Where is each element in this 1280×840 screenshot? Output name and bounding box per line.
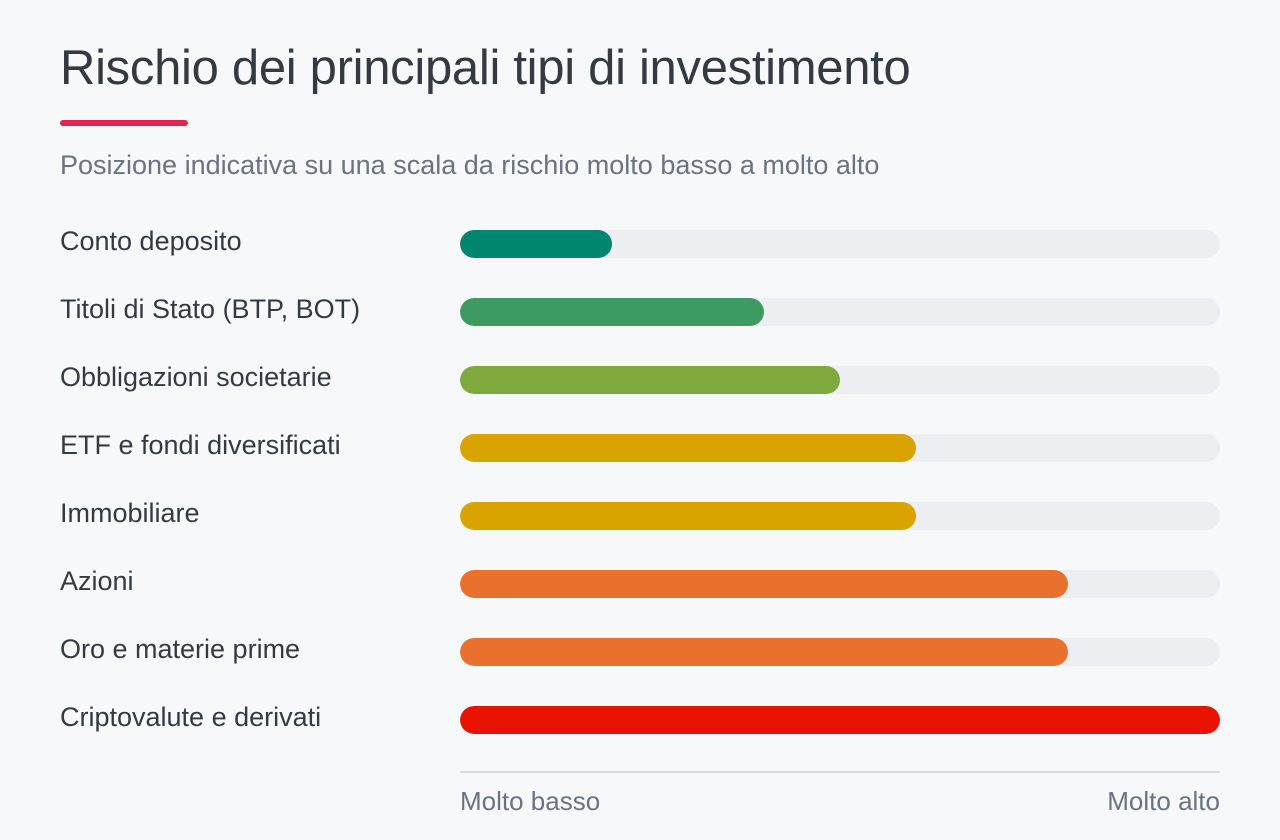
risk-bar-track	[460, 366, 1220, 394]
scale-axis-line	[460, 771, 1220, 773]
risk-row-label: Oro e materie prime	[60, 634, 301, 664]
risk-row: Obbligazioni societarie	[60, 358, 1220, 426]
risk-row: Azioni	[60, 562, 1220, 630]
risk-row: Oro e materie prime	[60, 630, 1220, 698]
risk-row-label: Criptovalute e derivati	[60, 702, 322, 732]
risk-row-label: Conto deposito	[60, 226, 242, 256]
risk-row: Criptovalute e derivati	[60, 698, 1220, 766]
risk-bar	[460, 570, 1068, 598]
risk-bar-track	[460, 638, 1220, 666]
risk-bar	[460, 230, 612, 258]
chart-subtitle: Posizione indicativa su una scala da ris…	[60, 150, 880, 180]
risk-row-label: Obbligazioni societarie	[60, 362, 332, 392]
risk-bar-track	[460, 706, 1220, 734]
scale-max-label: Molto alto	[1107, 786, 1220, 816]
risk-row-label: Immobiliare	[60, 498, 200, 528]
risk-bar	[460, 298, 764, 326]
risk-bars: Conto deposito Titoli di Stato (BTP, BOT)…	[60, 222, 1220, 766]
risk-bar	[460, 638, 1068, 666]
risk-row: Immobiliare	[60, 494, 1220, 562]
risk-row-label: Azioni	[60, 566, 134, 596]
title-accent-bar	[60, 120, 188, 126]
risk-row: ETF e fondi diversificati	[60, 426, 1220, 494]
risk-bar-track	[460, 298, 1220, 326]
risk-bar	[460, 502, 916, 530]
risk-bar	[460, 366, 840, 394]
risk-bar	[460, 434, 916, 462]
risk-row-label: ETF e fondi diversificati	[60, 430, 341, 460]
chart-title: Rischio dei principali tipi di investime…	[60, 41, 911, 95]
risk-bar-track	[460, 570, 1220, 598]
risk-bar-track	[460, 502, 1220, 530]
risk-row-label: Titoli di Stato (BTP, BOT)	[60, 294, 361, 324]
risk-row: Conto deposito	[60, 222, 1220, 290]
risk-bar-track	[460, 434, 1220, 462]
risk-row: Titoli di Stato (BTP, BOT)	[60, 290, 1220, 358]
scale-min-label: Molto basso	[460, 786, 601, 816]
risk-bar-track	[460, 230, 1220, 258]
risk-bar	[460, 706, 1220, 734]
